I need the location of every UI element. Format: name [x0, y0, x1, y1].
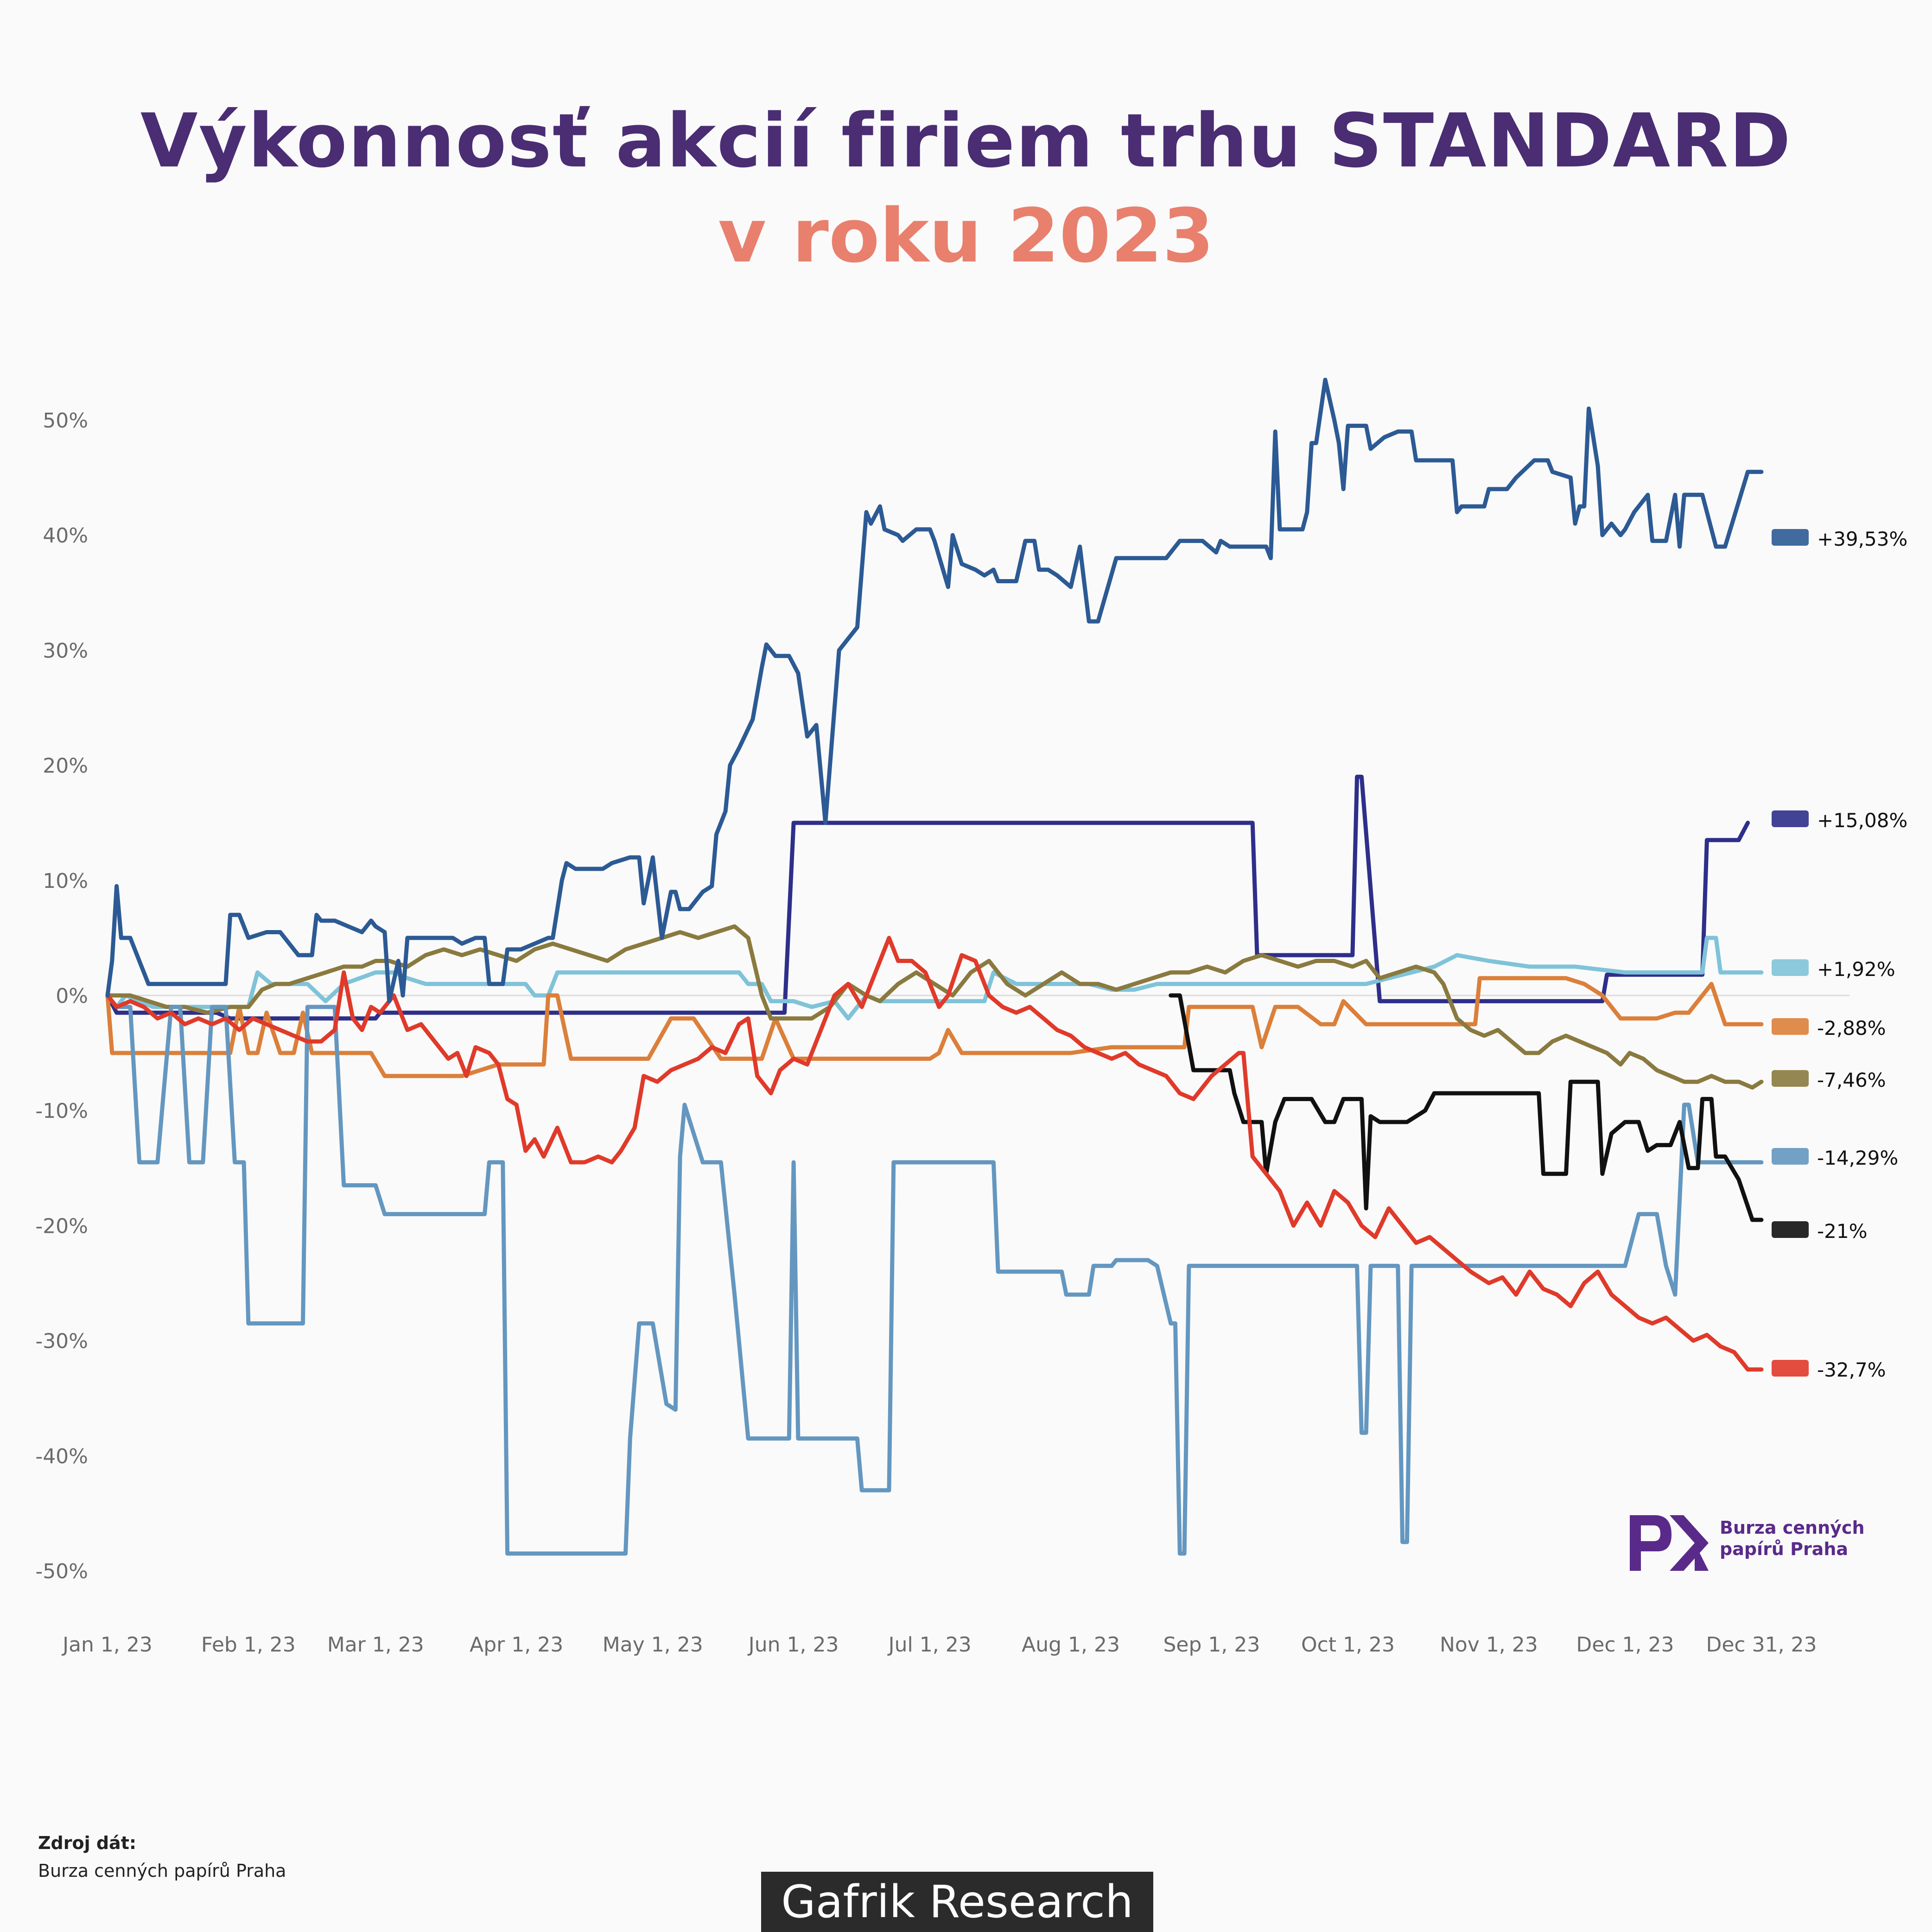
x-tick-label: Apr 1, 23: [470, 1633, 563, 1657]
x-tick-label: Sep 1, 23: [1163, 1633, 1260, 1657]
x-tick-label: Mar 1, 23: [327, 1633, 424, 1657]
y-tick-label: -20%: [35, 1214, 88, 1238]
x-tick-label: Jul 1, 23: [887, 1633, 972, 1657]
series-end-label-3: -2,88%: [1817, 1017, 1886, 1039]
y-tick-label: 10%: [43, 869, 88, 893]
y-tick-label: -40%: [35, 1445, 88, 1468]
x-tick-label: May 1, 23: [603, 1633, 703, 1657]
series-line-6: [1169, 993, 1764, 1222]
series-lines: [105, 377, 1764, 1556]
series-logo-icon-2: [1772, 959, 1809, 976]
y-tick-label: 50%: [43, 409, 88, 433]
x-tick-label: Dec 31, 23: [1706, 1633, 1817, 1657]
series-end-label-2: +1,92%: [1817, 958, 1895, 981]
series-logo-icon-6: [1772, 1221, 1809, 1238]
series-end-label-5: -14,29%: [1817, 1147, 1898, 1169]
brand-name: Gafrik Research: [781, 1876, 1133, 1928]
series-line-5: [105, 993, 1764, 1556]
y-tick-label: 40%: [43, 524, 88, 548]
data-source: Zdroj dát: Burza cenných papírů Praha: [38, 1829, 286, 1885]
series-end-label-7: -32,7%: [1817, 1358, 1886, 1381]
x-tick-label: Oct 1, 23: [1301, 1633, 1395, 1657]
series-logo-icon-4: [1772, 1070, 1809, 1087]
px-logo-text: Burza cenných papírů Praha: [1720, 1517, 1865, 1560]
y-tick-label: 20%: [43, 754, 88, 778]
y-tick-label: -10%: [35, 1099, 88, 1123]
px-logo-text-line2: papírů Praha: [1720, 1539, 1849, 1559]
x-axis: Jan 1, 23 Feb 1, 23 Mar 1, 23 Apr 1, 23 May …: [61, 1633, 1817, 1657]
series-line-7: [105, 936, 1764, 1372]
y-tick-label: -50%: [35, 1560, 88, 1583]
x-tick-label: Nov 1, 23: [1440, 1633, 1538, 1657]
series-logo-icon-0: [1772, 529, 1809, 546]
series-end-label-6: -21%: [1817, 1220, 1868, 1243]
px-logo-text-line1: Burza cenných: [1720, 1518, 1865, 1538]
brand-box: Gafrik Research: [761, 1872, 1153, 1932]
y-tick-label: -30%: [35, 1330, 88, 1353]
chart-subtitle: v roku 2023: [718, 192, 1214, 279]
series-logo-icon-5: [1772, 1148, 1809, 1165]
series-line-4: [105, 924, 1764, 1090]
series-end-label-4: -7,46%: [1817, 1069, 1886, 1091]
x-tick-label: Jun 1, 23: [747, 1633, 839, 1657]
series-line-3: [105, 976, 1764, 1078]
x-tick-label: Jan 1, 23: [61, 1633, 153, 1657]
y-axis: 50% 40% 30% 20% 10% 0% -10% -20% -30% -40% -50%: [35, 409, 1849, 1583]
x-tick-label: Feb 1, 23: [201, 1633, 296, 1657]
series-end-label-1: +15,08%: [1817, 809, 1907, 832]
series-line-0: [105, 377, 1764, 1003]
x-tick-label: Dec 1, 23: [1576, 1633, 1674, 1657]
end-labels: +39,53% +15,08% +1,92% -2,88% -7,46% -14,29% -…: [1772, 528, 1907, 1381]
chart-title: Výkonnosť akcií firiem trhu STANDARD: [140, 97, 1792, 184]
source-value: Burza cenných papírů Praha: [38, 1861, 286, 1881]
series-logo-icon-3: [1772, 1018, 1809, 1035]
series-logo-icon-1: [1772, 810, 1809, 827]
x-tick-label: Aug 1, 23: [1022, 1633, 1120, 1657]
y-tick-label: 30%: [43, 639, 88, 663]
y-tick-label: 0%: [56, 984, 88, 1008]
series-end-label-0: +39,53%: [1817, 528, 1907, 550]
series-logo-icon-7: [1772, 1360, 1809, 1377]
source-label: Zdroj dát:: [38, 1833, 137, 1853]
px-logo-icon: [1625, 1515, 1709, 1573]
